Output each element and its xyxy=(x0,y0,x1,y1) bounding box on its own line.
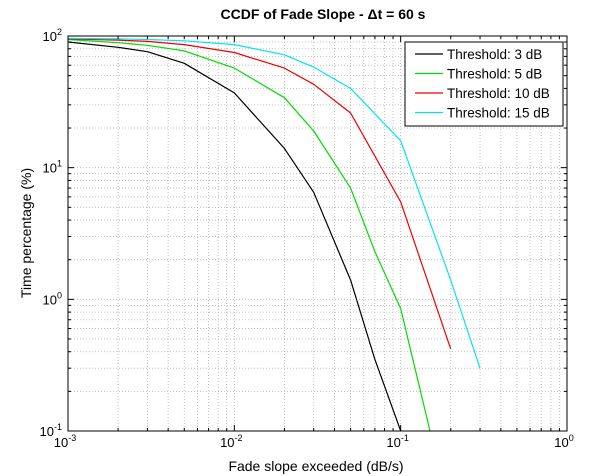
x-tick-label-base: 10 xyxy=(386,435,400,450)
series-line-1 xyxy=(68,41,402,431)
y-tick-label: 100 xyxy=(43,290,62,307)
x-tick-label-exponent: -3 xyxy=(68,433,76,443)
y-tick-label-base: 10 xyxy=(43,161,57,176)
y-tick-label-exponent: 1 xyxy=(57,159,62,169)
y-tick-label-exponent: 2 xyxy=(57,27,62,37)
legend-label-3: Threshold: 10 dB xyxy=(447,86,550,101)
x-tick-labels: 10-3 10-2 10-1 100 xyxy=(54,433,574,450)
legend: Threshold: 3 dB Threshold: 5 dB Threshold:… xyxy=(404,41,564,127)
y-tick-label-base: 10 xyxy=(40,424,54,439)
chart-title: CCDF of Fade Slope - Δt = 60 s xyxy=(221,6,426,22)
x-tick-label: 10-2 xyxy=(220,433,242,450)
series-line-3 xyxy=(68,38,452,350)
y-tick-label-exponent: 0 xyxy=(57,290,62,300)
series-layer xyxy=(68,37,481,431)
y-tick-label-exponent: -1 xyxy=(54,422,62,432)
y-axis-label: Time percentage (%) xyxy=(18,168,34,298)
x-tick-label: 100 xyxy=(554,433,573,450)
y-tick-label: 10-1 xyxy=(40,422,62,439)
legend-label-4: Threshold: 15 dB xyxy=(447,106,550,121)
x-axis-label: Fade slope exceeded (dB/s) xyxy=(228,458,403,474)
ticks xyxy=(68,36,567,431)
x-tick-label-exponent: 0 xyxy=(569,433,574,443)
x-tick-label: 10-3 xyxy=(54,433,76,450)
x-tick-label: 10-1 xyxy=(386,433,408,450)
x-tick-label-exponent: -2 xyxy=(235,433,243,443)
y-tick-label: 102 xyxy=(43,27,62,44)
plot-frame xyxy=(67,35,568,432)
grid xyxy=(68,36,567,431)
x-tick-label-exponent: -1 xyxy=(401,433,409,443)
y-tick-label-base: 10 xyxy=(43,29,57,44)
series-line-2 xyxy=(68,38,431,431)
series-line-4 xyxy=(68,37,481,369)
x-tick-label-base: 10 xyxy=(554,435,568,450)
legend-label-1: Threshold: 3 dB xyxy=(447,47,542,62)
x-tick-label-base: 10 xyxy=(220,435,234,450)
y-tick-label-base: 10 xyxy=(43,292,57,307)
legend-label-2: Threshold: 5 dB xyxy=(447,67,542,82)
x-tick-label-base: 10 xyxy=(54,435,68,450)
y-tick-label: 101 xyxy=(43,159,62,176)
